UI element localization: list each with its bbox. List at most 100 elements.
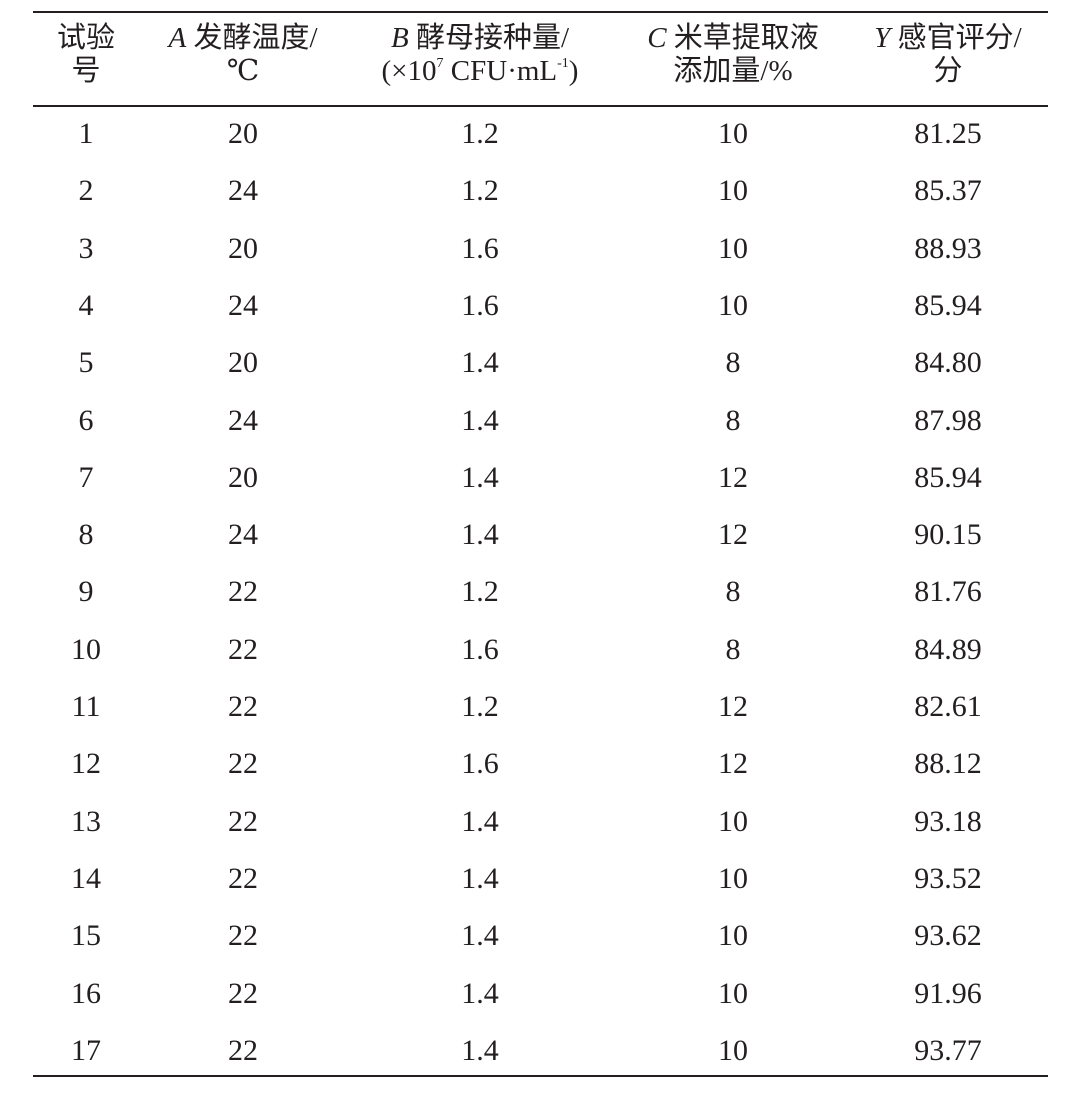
top-rule (33, 11, 1048, 13)
cell-yeast-inoculum: 1.4 (461, 919, 499, 953)
cell-sensory-score: 84.89 (914, 632, 982, 666)
table-row: 4 24 1.6 10 85.94 (0, 286, 1070, 326)
cell-temperature: 22 (228, 804, 258, 838)
table-row: 3 20 1.6 10 88.93 (0, 229, 1070, 269)
table-row: 15 22 1.4 10 93.62 (0, 916, 1070, 956)
variable-label: A (168, 22, 187, 54)
cell-temperature: 20 (228, 346, 258, 380)
cell-temperature: 22 (228, 1033, 258, 1067)
cell-temperature: 24 (228, 288, 258, 322)
cell-extract-addition: 12 (718, 690, 748, 723)
header-rule (33, 105, 1048, 107)
cell-trial-no: 1 (78, 117, 94, 150)
cell-temperature: 20 (228, 460, 258, 494)
cell-sensory-score: 88.93 (914, 231, 982, 265)
cell-sensory-score: 91.96 (914, 976, 982, 1010)
cell-yeast-inoculum: 1.4 (461, 460, 499, 494)
cell-extract-addition: 10 (718, 919, 748, 953)
header-text: 感官评分/ (897, 22, 1022, 54)
header-line: (×107 CFU·mL-1) (382, 55, 579, 88)
cell-temperature: 22 (228, 861, 258, 895)
cell-trial-no: 14 (71, 861, 101, 895)
cell-trial-no: 4 (78, 288, 94, 322)
table-row: 1 20 1.2 10 81.25 (0, 114, 1070, 154)
unit-text: ) (568, 55, 579, 87)
table-row: 9 22 1.2 8 81.76 (0, 572, 1070, 612)
cell-trial-no: 13 (71, 804, 101, 838)
cell-trial-no: 15 (71, 919, 101, 953)
cell-trial-no: 2 (78, 174, 94, 208)
cell-temperature: 22 (228, 690, 258, 723)
cell-extract-addition: 10 (718, 1033, 748, 1067)
cell-trial-no: 12 (71, 747, 101, 781)
cell-sensory-score: 90.15 (914, 518, 982, 552)
cell-yeast-inoculum: 1.4 (461, 403, 499, 437)
header-trial-no: 试验 号 (57, 22, 115, 88)
table-row: 17 22 1.4 10 93.77 (0, 1031, 1070, 1071)
cell-temperature: 20 (228, 117, 258, 150)
unit-text: (×10 (381, 55, 437, 87)
header-line: 试验 (56, 22, 116, 54)
cell-sensory-score: 81.76 (914, 575, 982, 609)
cell-sensory-score: 85.94 (914, 288, 982, 322)
cell-temperature: 20 (228, 231, 258, 265)
unit-exponent: 7 (436, 56, 444, 71)
header-line: ℃ (226, 55, 260, 87)
header-text: 发酵温度/ (193, 22, 318, 54)
cell-yeast-inoculum: 1.2 (461, 575, 499, 609)
cell-trial-no: 9 (78, 575, 94, 609)
cell-trial-no: 3 (78, 231, 94, 265)
cell-temperature: 24 (228, 403, 258, 437)
cell-extract-addition: 12 (718, 518, 748, 552)
cell-extract-addition: 10 (718, 804, 748, 838)
table-row: 16 22 1.4 10 91.96 (0, 974, 1070, 1014)
header-yeast-inoculum: B 酵母接种量/ (×107 CFU·mL-1) (382, 22, 579, 88)
cell-extract-addition: 12 (718, 747, 748, 781)
table-row: 11 22 1.2 12 82.61 (0, 687, 1070, 727)
cell-trial-no: 6 (78, 403, 94, 437)
cell-yeast-inoculum: 1.4 (461, 1033, 499, 1067)
cell-trial-no: 11 (71, 690, 101, 723)
cell-yeast-inoculum: 1.4 (461, 346, 499, 380)
variable-label: B (390, 22, 409, 54)
cell-trial-no: 10 (71, 632, 101, 666)
cell-extract-addition: 8 (725, 346, 741, 380)
table-row: 7 20 1.4 12 85.94 (0, 458, 1070, 498)
variable-label: Y (874, 22, 891, 54)
table-row: 10 22 1.6 8 84.89 (0, 630, 1070, 670)
cell-trial-no: 16 (71, 976, 101, 1010)
cell-sensory-score: 93.18 (914, 804, 982, 838)
unit-text: CFU·mL (443, 55, 558, 87)
header-extract-addition: C 米草提取液 添加量/% (647, 22, 819, 88)
table-row: 8 24 1.4 12 90.15 (0, 515, 1070, 555)
cell-sensory-score: 93.52 (914, 861, 982, 895)
cell-extract-addition: 8 (725, 403, 741, 437)
cell-sensory-score: 85.37 (914, 174, 982, 208)
header-temperature: A 发酵温度/ ℃ (168, 22, 317, 88)
table-row: 14 22 1.4 10 93.52 (0, 859, 1070, 899)
cell-trial-no: 5 (78, 346, 94, 380)
header-line: C 米草提取液 (647, 22, 819, 55)
cell-yeast-inoculum: 1.2 (461, 117, 499, 150)
bottom-rule (33, 1075, 1048, 1077)
header-text: 米草提取液 (673, 22, 819, 54)
cell-sensory-score: 85.94 (914, 460, 982, 494)
cell-temperature: 24 (228, 174, 258, 208)
table-row: 2 24 1.2 10 85.37 (0, 171, 1070, 211)
table-row: 6 24 1.4 8 87.98 (0, 401, 1070, 441)
cell-trial-no: 17 (71, 1033, 101, 1067)
header-text: 酵母接种量/ (415, 22, 570, 54)
cell-yeast-inoculum: 1.6 (461, 231, 499, 265)
cell-sensory-score: 82.61 (914, 690, 982, 723)
cell-sensory-score: 87.98 (914, 403, 982, 437)
cell-extract-addition: 10 (718, 976, 748, 1010)
cell-yeast-inoculum: 1.4 (461, 976, 499, 1010)
cell-sensory-score: 88.12 (914, 747, 982, 781)
table-row: 13 22 1.4 10 93.18 (0, 802, 1070, 842)
header-line: 号 (71, 55, 101, 87)
cell-yeast-inoculum: 1.4 (461, 861, 499, 895)
cell-sensory-score: 93.62 (914, 919, 982, 953)
cell-sensory-score: 81.25 (914, 117, 982, 150)
table-row: 12 22 1.6 12 88.12 (0, 744, 1070, 784)
cell-extract-addition: 10 (718, 117, 748, 150)
